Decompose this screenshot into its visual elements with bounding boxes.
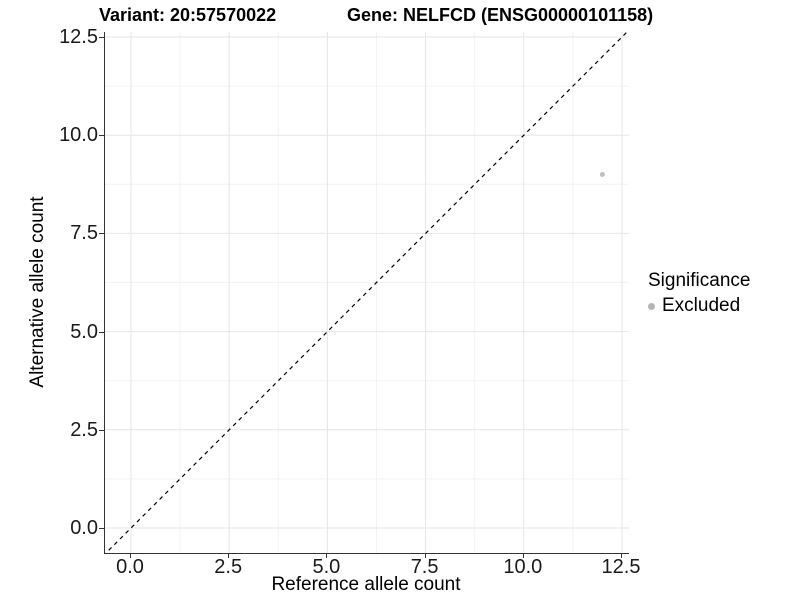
y-tick-label: 2.5 [70, 418, 98, 441]
x-tick-mark [522, 553, 524, 558]
legend-items: Excluded [648, 295, 750, 317]
legend: Significance Excluded [648, 270, 750, 317]
x-tick-mark [424, 553, 426, 558]
y-axis-title: Alternative allele count [27, 196, 48, 388]
y-tick-mark [99, 528, 104, 529]
plot-title-gene: Gene: NELFCD (ENSG00000101158) [347, 5, 654, 25]
plot-title-variant: Variant: 20:57570022 [99, 5, 277, 25]
y-tick-mark [99, 429, 104, 431]
x-tick-label: 2.5 [214, 556, 243, 578]
plot-panel [104, 32, 629, 554]
identity-dashed-line [105, 32, 628, 553]
legend-title: Significance [648, 270, 751, 291]
x-tick-label: 0.0 [116, 556, 144, 578]
x-tick-mark [130, 553, 131, 558]
x-tick-mark [326, 553, 328, 558]
legend-item: Excluded [648, 295, 750, 317]
x-tick-label: 5.0 [312, 556, 341, 578]
x-tick-label: 12.5 [601, 556, 641, 578]
data-point [599, 171, 605, 177]
y-tick-mark [99, 331, 104, 333]
y-tick-label: 7.5 [70, 222, 98, 245]
y-tick-label: 0.0 [70, 517, 98, 539]
y-tick-mark [99, 135, 104, 137]
x-tick-label: 7.5 [410, 556, 439, 578]
y-tick-mark [99, 233, 104, 235]
x-tick-mark [228, 553, 230, 558]
legend-point-icon [648, 302, 655, 310]
y-tick-label: 12.5 [59, 26, 98, 48]
y-tick-label: 10.0 [59, 124, 98, 147]
x-axis-title: Reference allele count [271, 574, 461, 595]
x-tick-label: 10.0 [503, 556, 543, 578]
x-tick-mark [621, 553, 622, 558]
y-tick-label: 5.0 [70, 320, 98, 343]
y-tick-mark [99, 37, 104, 38]
plot-canvas [105, 32, 629, 553]
legend-item-label: Excluded [662, 295, 741, 316]
